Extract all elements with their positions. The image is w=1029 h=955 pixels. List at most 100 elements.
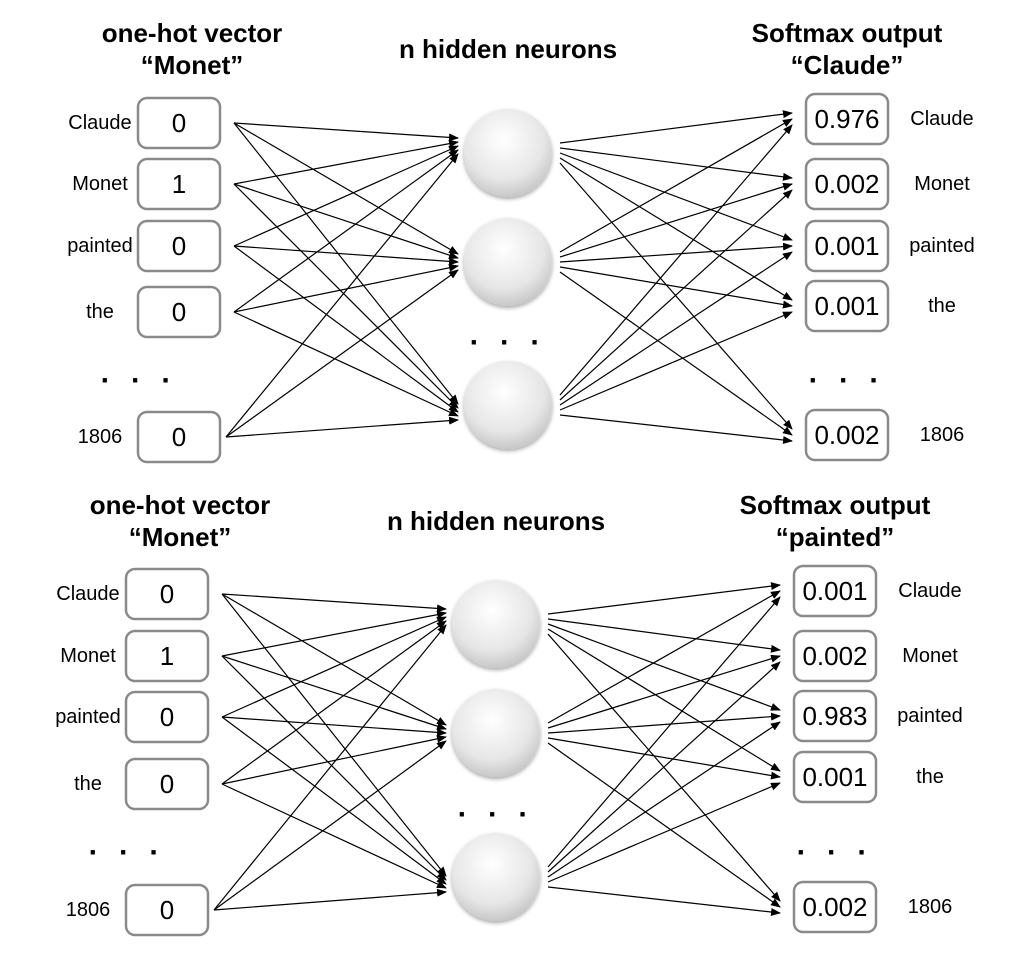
output-value: 0.001 — [802, 576, 867, 606]
hidden-output-arrow — [547, 623, 781, 711]
hidden-output-arrow — [559, 162, 793, 430]
output-value: 0.001 — [814, 231, 879, 261]
output-word: the — [928, 295, 956, 317]
input-hidden-arrow — [221, 610, 447, 657]
hidden-output-arrow — [547, 782, 781, 883]
output-title-word: “Claude” — [791, 50, 904, 80]
hidden-output-arrow — [559, 414, 793, 444]
input-hidden-arrow — [233, 183, 459, 409]
input-hidden-arrow — [233, 183, 459, 259]
input-word: Claude — [68, 112, 131, 134]
hidden-output-arrow — [559, 182, 793, 258]
output-value: 0.002 — [802, 892, 867, 922]
output-word: painted — [909, 235, 975, 257]
input-hidden-arrow — [221, 593, 447, 726]
hidden-output-arrow — [547, 596, 781, 868]
hidden-output-arrow — [559, 242, 793, 263]
hidden-output-arrow — [559, 124, 793, 396]
output-ellipsis: · · · — [797, 836, 874, 869]
input-hidden-arrow — [233, 145, 459, 247]
input-cell — [136, 157, 222, 211]
hidden-title: n hidden neurons — [399, 34, 617, 64]
hidden-neuron — [464, 109, 552, 197]
input-value: 0 — [172, 297, 186, 327]
output-word: the — [916, 766, 944, 788]
input-hidden-arrow — [233, 139, 459, 185]
input-hidden-arrow — [221, 716, 447, 885]
input-word: Monet — [60, 645, 116, 667]
output-ellipsis: · · · — [809, 364, 886, 397]
output-cell — [792, 880, 878, 934]
hidden-title: n hidden neurons — [387, 506, 605, 536]
input-hidden-arrow — [221, 655, 447, 881]
input-hidden-arrow — [233, 245, 459, 413]
input-hidden-arrow — [213, 740, 447, 911]
output-title: Softmax output — [752, 18, 943, 48]
input-hidden-arrow — [225, 416, 459, 438]
input-word: painted — [67, 235, 133, 257]
input-hidden-arrow — [233, 245, 459, 266]
output-cell — [792, 629, 878, 683]
input-hidden-arrow — [233, 122, 459, 405]
hidden-output-arrow — [547, 654, 781, 729]
output-title: Softmax output — [740, 490, 931, 520]
input-ellipsis: · · · — [89, 836, 166, 869]
hidden-ellipsis: · · · — [470, 326, 547, 359]
input-hidden-arrow — [233, 263, 459, 313]
output-cell — [792, 689, 878, 743]
input-hidden-arrow — [221, 783, 447, 889]
input-title-word: “Monet” — [141, 50, 244, 80]
input-word: the — [86, 301, 114, 323]
output-cell — [804, 408, 890, 462]
input-word: the — [74, 773, 102, 795]
input-hidden-arrow — [221, 620, 447, 785]
input-value: 0 — [172, 108, 186, 138]
input-hidden-arrow — [225, 153, 459, 438]
hidden-ellipsis: · · · — [458, 798, 535, 831]
input-title: one-hot vector — [102, 18, 283, 48]
input-hidden-arrow — [221, 716, 447, 737]
input-hidden-arrow — [221, 734, 447, 785]
input-hidden-arrow — [221, 655, 447, 731]
hidden-output-arrow — [547, 628, 781, 772]
output-value: 0.001 — [814, 291, 879, 321]
output-cell — [792, 750, 878, 804]
input-word: 1806 — [66, 899, 111, 921]
hidden-output-arrow — [559, 189, 793, 401]
input-cell — [136, 219, 222, 273]
output-title-word: “painted” — [776, 522, 894, 552]
input-hidden-arrow — [233, 122, 459, 142]
input-hidden-arrow — [221, 593, 447, 613]
input-hidden-arrow — [213, 624, 447, 911]
output-value: 0.001 — [802, 762, 867, 792]
hidden-output-arrow — [547, 737, 781, 780]
input-value: 1 — [160, 641, 174, 671]
hidden-neuron — [452, 689, 540, 777]
output-value: 0.976 — [814, 104, 879, 134]
output-word: 1806 — [920, 424, 965, 446]
input-hidden-arrow — [225, 269, 459, 438]
output-word: 1806 — [908, 896, 953, 918]
input-value: 0 — [172, 231, 186, 261]
input-value: 0 — [160, 769, 174, 799]
hidden-output-arrow — [559, 266, 793, 309]
input-value: 0 — [172, 422, 186, 452]
input-cell — [136, 96, 222, 150]
input-cell — [124, 757, 210, 811]
hidden-output-arrow — [547, 712, 781, 734]
input-hidden-arrow — [233, 311, 459, 417]
hidden-output-arrow — [559, 157, 793, 301]
input-hidden-arrow — [221, 616, 447, 718]
hidden-output-arrow — [547, 661, 781, 873]
input-hidden-arrow — [233, 149, 459, 313]
output-word: Claude — [898, 580, 961, 602]
input-word: 1806 — [78, 426, 123, 448]
hidden-neuron — [452, 580, 540, 668]
hidden-output-arrow — [547, 742, 781, 908]
hidden-output-arrow — [547, 886, 781, 916]
input-title-word: “Monet” — [129, 522, 232, 552]
output-value: 0.983 — [802, 701, 867, 731]
input-word: Claude — [56, 583, 119, 605]
hidden-output-arrow — [547, 721, 781, 878]
hidden-output-arrow — [559, 110, 793, 144]
